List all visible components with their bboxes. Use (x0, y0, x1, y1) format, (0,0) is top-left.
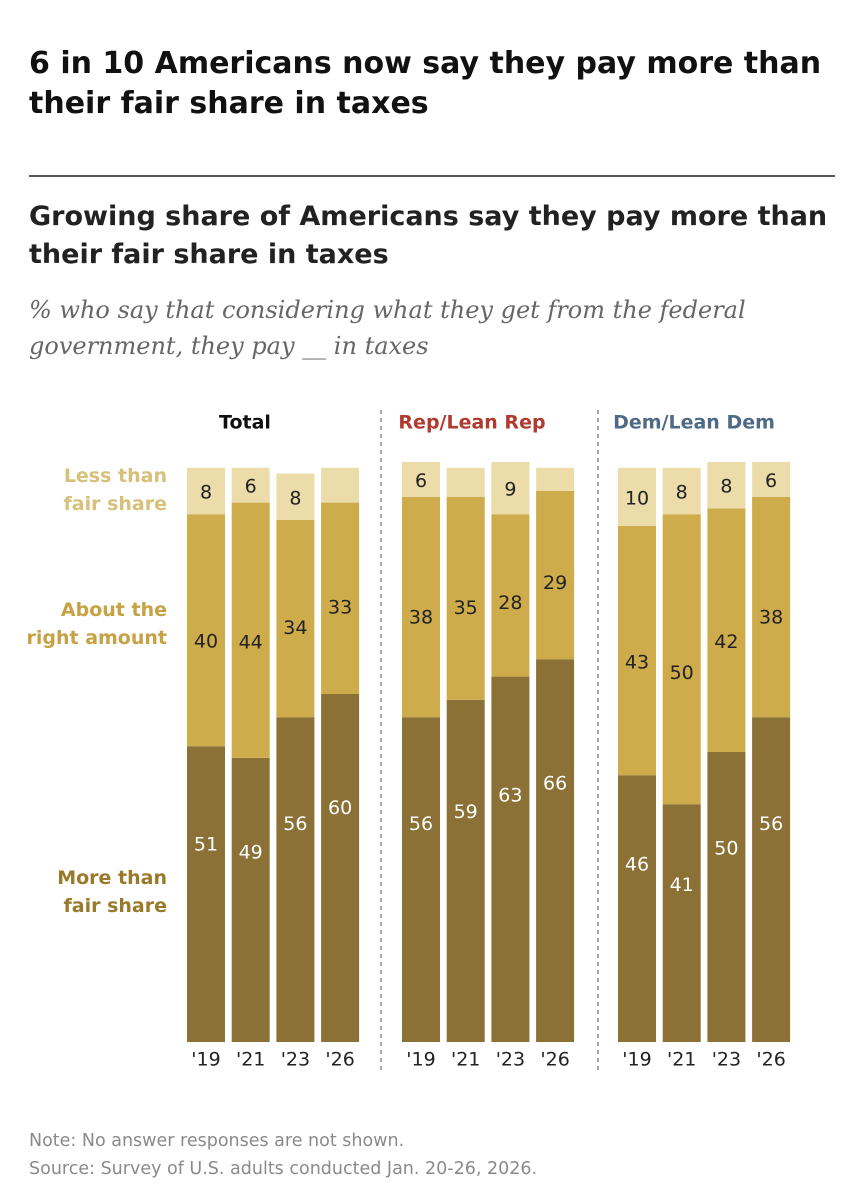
x-tick-dem-lean-dem-2: '23 (712, 1049, 741, 1071)
bar-more-total-1 (231, 757, 270, 1042)
bar-right-rep-lean-rep-2 (491, 514, 530, 677)
value-label-less-total-2: 8 (289, 487, 301, 509)
group-title-total: Total (219, 412, 271, 434)
bar-more-dem-lean-dem-0 (618, 775, 656, 1042)
bar-less-rep-lean-rep-2 (491, 462, 530, 515)
value-label-more-total-1: 49 (239, 842, 263, 864)
series-label-right: About the right amount (26, 599, 167, 649)
bar-less-dem-lean-dem-3 (752, 462, 791, 497)
bar-less-total-0 (187, 467, 225, 515)
value-label-more-total-2: 56 (283, 813, 307, 835)
bar-less-dem-lean-dem-2 (707, 462, 746, 509)
bar-more-rep-lean-rep-2 (491, 676, 530, 1042)
bar-right-rep-lean-rep-3 (536, 491, 575, 660)
bar-more-dem-lean-dem-3 (752, 717, 791, 1042)
x-tick-rep-lean-rep-2: '23 (496, 1049, 525, 1071)
value-label-less-dem-lean-dem-0: 10 (625, 487, 649, 509)
x-tick-rep-lean-rep-3: '26 (540, 1049, 569, 1071)
series-label-more: More than fair share (57, 867, 167, 917)
bar-right-rep-lean-rep-1 (446, 496, 485, 700)
bar-right-total-1 (231, 502, 270, 758)
value-label-more-rep-lean-rep-3: 66 (543, 773, 567, 795)
value-label-more-total-3: 60 (328, 797, 352, 819)
x-tick-total-3: '26 (325, 1049, 354, 1071)
value-label-more-dem-lean-dem-2: 50 (714, 838, 738, 860)
value-label-less-rep-lean-rep-0: 6 (415, 470, 427, 492)
bar-more-rep-lean-rep-0 (402, 717, 440, 1042)
value-label-right-total-3: 33 (328, 596, 352, 618)
chart-subtitle: % who say that considering what they get… (29, 296, 746, 360)
bar-more-rep-lean-rep-3 (536, 659, 575, 1042)
value-label-less-dem-lean-dem-3: 6 (765, 470, 777, 492)
x-tick-total-2: '23 (281, 1049, 310, 1071)
value-label-right-dem-lean-dem-3: 38 (759, 607, 783, 629)
bar-less-total-2 (276, 473, 315, 520)
value-label-more-dem-lean-dem-3: 56 (759, 813, 783, 835)
bar-right-dem-lean-dem-3 (752, 496, 791, 718)
bar-less-rep-lean-rep-0 (402, 462, 440, 497)
x-tick-dem-lean-dem-0: '19 (622, 1049, 651, 1071)
bar-right-total-2 (276, 520, 315, 718)
x-tick-dem-lean-dem-1: '21 (667, 1049, 696, 1071)
value-label-more-rep-lean-rep-2: 63 (498, 785, 522, 807)
chart-title: Growing share of Americans say they pay … (29, 201, 828, 270)
value-label-less-total-1: 6 (245, 476, 257, 498)
bar-right-total-3 (321, 502, 360, 694)
value-label-more-rep-lean-rep-1: 59 (454, 801, 478, 823)
value-label-more-dem-lean-dem-0: 46 (625, 854, 649, 876)
value-label-less-rep-lean-rep-2: 9 (504, 479, 516, 501)
bar-right-dem-lean-dem-2 (707, 508, 746, 752)
bar-less-total-1 (231, 467, 270, 503)
value-label-right-total-0: 40 (194, 630, 218, 652)
headline: 6 in 10 Americans now say they pay more … (29, 46, 822, 121)
value-label-right-dem-lean-dem-0: 43 (625, 651, 649, 673)
bar-more-total-0 (187, 746, 225, 1042)
bar-right-total-0 (187, 514, 225, 747)
x-tick-dem-lean-dem-3: '26 (756, 1049, 785, 1071)
value-label-right-rep-lean-rep-1: 35 (454, 597, 478, 619)
bar-less-dem-lean-dem-0 (618, 467, 656, 526)
bar-right-dem-lean-dem-1 (662, 514, 701, 805)
value-label-right-rep-lean-rep-3: 29 (543, 572, 567, 594)
divider-rule (29, 175, 835, 177)
x-tick-total-0: '19 (191, 1049, 220, 1071)
bar-less-rep-lean-rep-3 (536, 467, 575, 491)
bar-right-rep-lean-rep-0 (402, 496, 440, 718)
value-label-more-total-0: 51 (194, 833, 218, 855)
source-line: Source: Survey of U.S. adults conducted … (29, 1159, 538, 1179)
value-label-more-dem-lean-dem-1: 41 (670, 874, 694, 896)
value-label-right-dem-lean-dem-2: 42 (714, 631, 738, 653)
value-label-right-total-1: 44 (239, 631, 263, 653)
value-label-right-total-2: 34 (283, 617, 307, 639)
bar-more-total-2 (276, 717, 315, 1042)
bar-right-dem-lean-dem-0 (618, 525, 656, 776)
value-label-right-dem-lean-dem-1: 50 (670, 662, 694, 684)
bar-more-dem-lean-dem-2 (707, 752, 746, 1042)
value-label-more-rep-lean-rep-0: 56 (409, 813, 433, 835)
footnote: Note: No answer responses are not shown. (29, 1131, 405, 1151)
value-label-less-dem-lean-dem-1: 8 (676, 482, 688, 504)
bar-more-total-3 (321, 694, 360, 1042)
bar-less-rep-lean-rep-1 (446, 467, 485, 497)
group-title-rep-lean-rep: Rep/Lean Rep (398, 412, 545, 434)
x-tick-rep-lean-rep-0: '19 (406, 1049, 435, 1071)
x-tick-total-1: '21 (236, 1049, 265, 1071)
bar-more-dem-lean-dem-1 (662, 804, 701, 1042)
bar-more-rep-lean-rep-1 (446, 699, 485, 1042)
series-label-less: Less than fair share (64, 465, 168, 515)
x-tick-rep-lean-rep-1: '21 (451, 1049, 480, 1071)
bar-less-total-3 (321, 467, 360, 503)
value-label-less-dem-lean-dem-2: 8 (720, 476, 732, 498)
group-title-dem-lean-dem: Dem/Lean Dem (613, 412, 775, 434)
value-label-right-rep-lean-rep-2: 28 (498, 592, 522, 614)
value-label-less-total-0: 8 (200, 482, 212, 504)
bar-less-dem-lean-dem-1 (662, 467, 701, 515)
value-label-right-rep-lean-rep-0: 38 (409, 607, 433, 629)
